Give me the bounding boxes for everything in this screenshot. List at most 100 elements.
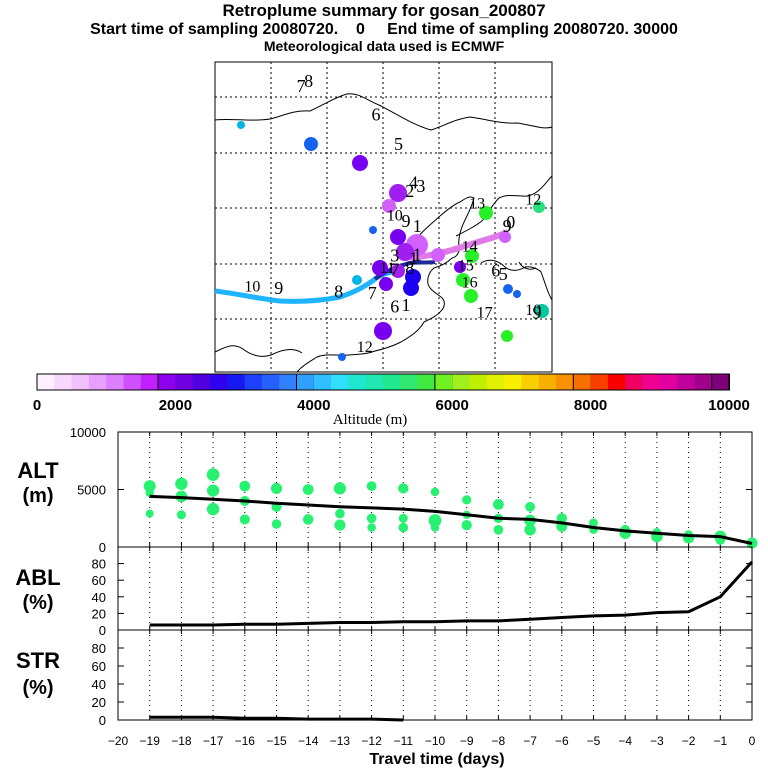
map-day-label: 9 [533, 303, 542, 323]
trajectory-map: 876543213 12109 1 09143 1115117 8 651610 9 8 76 1 1… [215, 62, 552, 372]
altitude-point [303, 484, 314, 495]
altitude-point [399, 523, 409, 533]
map-day-label: 14 [462, 239, 478, 256]
map-day-label: 6 [372, 104, 381, 124]
map-day-label: 5 [499, 264, 508, 284]
x-tick-label: −9 [460, 734, 474, 748]
map-day-label: 9 [274, 278, 283, 298]
y-tick-label: 5000 [77, 483, 106, 498]
series-line [150, 562, 752, 625]
alt-panel-unit: (m) [22, 485, 53, 507]
y-tick-label: 60 [92, 573, 106, 588]
y-tick-label: 20 [92, 695, 106, 710]
x-tick-label: −18 [171, 734, 192, 748]
colorbar-cell [521, 374, 539, 390]
map-day-label: 12 [525, 192, 541, 209]
colorbar-cell [193, 374, 211, 390]
y-tick-label: 0 [99, 713, 106, 728]
str-panel-unit: (%) [22, 677, 53, 699]
abl-panel: 0 2040 6080 [92, 547, 752, 638]
y-tick-label: 20 [92, 606, 106, 621]
colorbar-cell [331, 374, 349, 390]
map-day-label: 9 [503, 216, 512, 236]
y-tick-label: 40 [92, 677, 106, 692]
colorbar-tick-label: 0 [33, 397, 41, 414]
altitude-point [177, 510, 186, 519]
y-tick-label: 80 [92, 557, 106, 572]
altitude-point [334, 482, 346, 494]
x-tick-label: −7 [523, 734, 537, 748]
map-day-label: 5 [394, 134, 403, 154]
altitude-point [207, 484, 219, 496]
altitude-point [525, 502, 535, 512]
colorbar-cell [106, 374, 124, 390]
y-tick-label: 10000 [70, 425, 106, 440]
y-tick-label: 0 [99, 540, 106, 555]
altitude-point [240, 514, 250, 524]
map-day-label: 10 [387, 208, 403, 225]
colorbar-cell [314, 374, 332, 390]
x-tick-label: −12 [361, 734, 382, 748]
x-tick-label: −14 [298, 734, 319, 748]
x-tick-label: −20 [108, 734, 129, 748]
map-day-label: 8 [334, 282, 343, 302]
map-day-label: 7 [368, 283, 377, 303]
altitude-point [334, 520, 345, 531]
chart-canvas: 876543213 12109 1 09143 1115117 8 651610 9 8 76 1 1… [0, 0, 768, 768]
colorbar-cell [54, 374, 72, 390]
map-day-label: 7 [390, 259, 399, 279]
altitude-point [271, 483, 282, 494]
colorbar-cell [227, 374, 245, 390]
altitude-point [335, 509, 345, 519]
colorbar-cell [262, 374, 280, 390]
x-tick-label: −17 [203, 734, 224, 748]
altitude-point [239, 481, 250, 492]
altitude-point [462, 520, 472, 530]
altitude-point [272, 519, 281, 528]
colorbar-cell [452, 374, 470, 390]
colorbar-cell [366, 374, 384, 390]
y-tick-label: 0 [99, 623, 106, 638]
altitude-point [494, 525, 504, 535]
map-day-label: 1 [402, 295, 411, 315]
str-panel-label: STR [16, 648, 60, 673]
colorbar-cell [487, 374, 505, 390]
colorbar-cell [504, 374, 522, 390]
colorbar-cell [539, 374, 557, 390]
colorbar-cell [124, 374, 142, 390]
x-axis-label: Travel time (days) [369, 751, 504, 768]
map-day-label: 9 [402, 211, 411, 231]
colorbar-cell [245, 374, 263, 390]
colorbar-cell [712, 374, 730, 390]
altitude-point [175, 478, 187, 490]
altitude-point [367, 481, 377, 491]
y-tick-label: 40 [92, 590, 106, 605]
x-tick-label: −16 [235, 734, 256, 748]
altitude-point [367, 514, 377, 524]
colorbar-cell [210, 374, 228, 390]
altitude-point [399, 514, 408, 523]
x-tick-label: −5 [587, 734, 601, 748]
altitude-point [303, 514, 313, 524]
map-day-label: 7 [297, 76, 306, 96]
colorbar-cell [141, 374, 159, 390]
abl-panel-label: ABL [15, 565, 60, 590]
colorbar-tick-label: 6000 [436, 397, 469, 414]
x-tick-label: −15 [266, 734, 287, 748]
colorbar-cell [573, 374, 591, 390]
colorbar-cell [158, 374, 176, 390]
colorbar-cell [591, 374, 609, 390]
y-tick-label: 60 [92, 659, 106, 674]
colorbar-tick-label: 2000 [159, 397, 192, 414]
alt-panel: 0 5000 10000 [70, 425, 758, 555]
altitude-colorbar: 0 2000 4000 6000 8000 10000 Altitude (m) [33, 374, 750, 428]
map-day-label: 15 [458, 257, 474, 274]
x-tick-label: −1 [713, 734, 727, 748]
colorbar-cell [677, 374, 695, 390]
colorbar-cell [435, 374, 453, 390]
colorbar-cell [383, 374, 401, 390]
map-day-label: 2 [405, 181, 414, 201]
colorbar-cell [608, 374, 626, 390]
str-panel: 020406080−20 −19 −18 −17 −16 −15 −14 −13 −12 −11−… [92, 630, 756, 748]
map-day-label: 10 [244, 278, 260, 295]
